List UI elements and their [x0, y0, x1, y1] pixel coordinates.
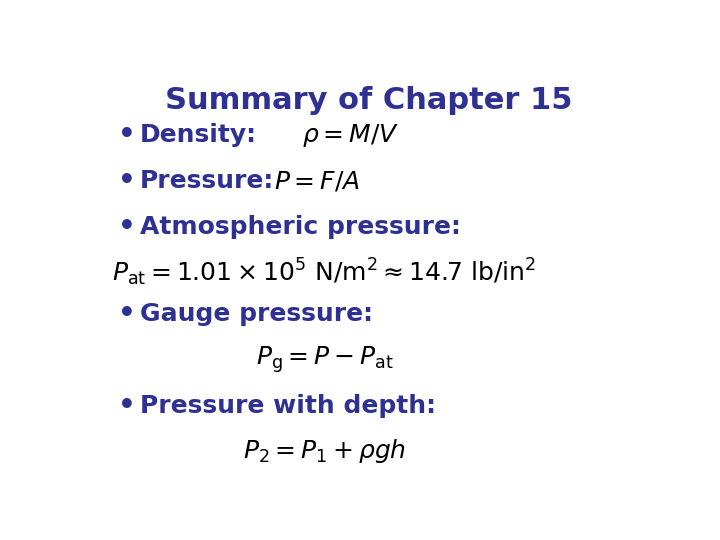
Text: $P_{\rm g} = P - P_{\rm at}$: $P_{\rm g} = P - P_{\rm at}$ — [256, 345, 393, 375]
Text: $P_2 = P_1 + \rho g h$: $P_2 = P_1 + \rho g h$ — [243, 437, 406, 465]
Text: $P = F/A$: $P = F/A$ — [274, 169, 360, 193]
Text: $P_{\rm at} = 1.01 \times 10^5\ {\rm N/m}^2 \approx 14.7\ {\rm lb/in}^2$: $P_{\rm at} = 1.01 \times 10^5\ {\rm N/m… — [112, 257, 536, 288]
Text: Pressure:: Pressure: — [140, 169, 274, 193]
Text: •: • — [118, 300, 135, 328]
Text: Summary of Chapter 15: Summary of Chapter 15 — [166, 85, 572, 114]
Text: •: • — [118, 122, 135, 150]
Text: •: • — [118, 213, 135, 241]
Text: •: • — [118, 167, 135, 195]
Text: •: • — [118, 392, 135, 420]
Text: Pressure with depth:: Pressure with depth: — [140, 394, 436, 418]
Text: Atmospheric pressure:: Atmospheric pressure: — [140, 215, 461, 239]
Text: Gauge pressure:: Gauge pressure: — [140, 302, 373, 326]
Text: Density:: Density: — [140, 124, 257, 147]
Text: $\rho = M/V$: $\rho = M/V$ — [302, 122, 399, 149]
